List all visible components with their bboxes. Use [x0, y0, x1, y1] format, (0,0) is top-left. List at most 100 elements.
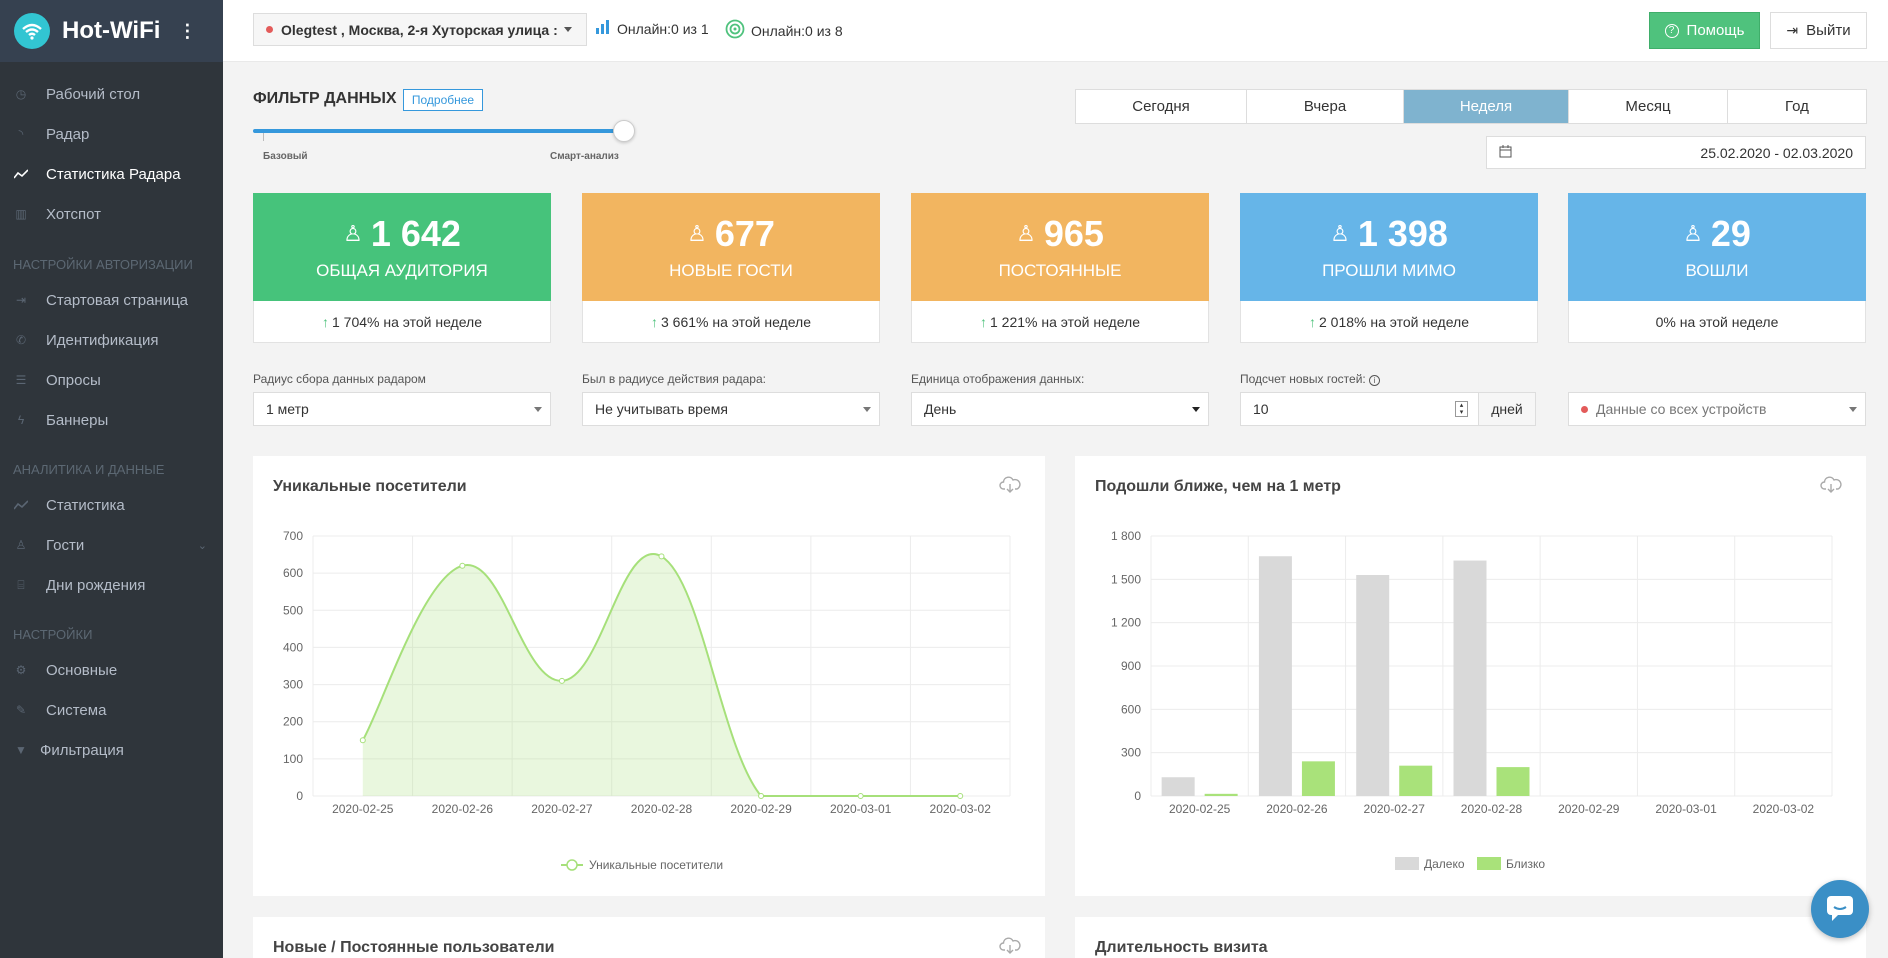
chat-button[interactable] — [1811, 880, 1869, 938]
unit-select[interactable]: День — [911, 392, 1209, 426]
panel-visit-duration: Длительность визита — [1075, 917, 1866, 958]
arrow-up-icon: ↑ — [321, 313, 329, 330]
data-point — [459, 562, 466, 569]
legend-label: Близко — [1506, 857, 1545, 871]
x-tick-label: 2020-03-01 — [830, 802, 892, 816]
sidebar-item-dashboard[interactable]: ◷ Рабочий стол — [0, 81, 223, 107]
data-point — [857, 793, 864, 799]
sidebar-item-filtering[interactable]: ▼ Фильтрация — [0, 737, 223, 763]
sidebar-item-radar[interactable]: ◝ Радар — [0, 121, 223, 147]
time-label: Был в радиусе действия радара: — [582, 372, 766, 386]
tab-year[interactable]: Год — [1785, 98, 1809, 115]
stat-card-header: ♙ 1 398 ПРОШЛИ МИМО — [1240, 193, 1538, 301]
tab-week[interactable]: Неделя — [1404, 90, 1569, 123]
slider-handle[interactable] — [613, 120, 635, 142]
sidebar-item-polls[interactable]: ☰ Опросы — [0, 367, 223, 393]
logo[interactable]: Hot-WiFi ⋮ — [0, 0, 223, 62]
stat-value: 965 — [1043, 213, 1104, 254]
devices-value: Данные со всех устройств — [1596, 401, 1767, 417]
stat-change: 1 704% на этой неделе — [331, 313, 483, 330]
sidebar-item-identification[interactable]: ✆ Идентификация — [0, 327, 223, 353]
slider-tick — [263, 133, 264, 141]
x-tick-label: 2020-02-29 — [730, 802, 792, 816]
x-tick-label: 2020-03-02 — [930, 802, 992, 816]
panel-title: Длительность визита — [1095, 939, 1268, 956]
x-tick-label: 2020-03-01 — [1655, 802, 1717, 816]
bar-far — [1356, 575, 1390, 796]
slider-min-label: Базовый — [263, 151, 308, 162]
stat-change: 1 221% на этой неделе — [989, 313, 1141, 330]
bar-far — [1161, 777, 1195, 796]
arrow-up-icon: ↑ — [979, 313, 987, 330]
sidebar-item-banners[interactable]: ϟ Баннеры — [0, 407, 223, 433]
caret-icon — [1849, 407, 1857, 412]
stat-label: НОВЫЕ ГОСТИ — [669, 261, 793, 280]
filter-title: ФИЛЬТР ДАННЫХ — [253, 90, 397, 107]
tab-month[interactable]: Месяц — [1569, 90, 1728, 123]
sidebar-item-start-page[interactable]: ⇥ Стартовая страница — [0, 287, 223, 313]
new-guests-label-text: Подсчет новых гостей: — [1240, 372, 1366, 386]
x-tick-label: 2020-02-25 — [1169, 802, 1231, 816]
bar-near — [1399, 765, 1433, 796]
sidebar-item-statistics[interactable]: Статистика — [0, 492, 223, 518]
cloud-download-icon[interactable] — [1820, 476, 1842, 494]
y-tick-label: 1 800 — [1111, 529, 1141, 543]
calendar-icon — [1499, 144, 1512, 161]
stat-footer: ↑ 1 221% на этой неделе — [911, 301, 1209, 343]
y-tick-label: 1 200 — [1111, 616, 1141, 630]
users-icon: ♙ — [15, 538, 27, 552]
y-tick-label: 900 — [1121, 659, 1141, 673]
new-guests-input[interactable]: 10 ▴ ▾ — [1240, 392, 1479, 426]
info-icon: i — [1369, 375, 1381, 386]
date-range-picker[interactable]: 25.02.2020 - 02.03.2020 — [1486, 136, 1866, 169]
tab-yesterday[interactable]: Вчера — [1247, 90, 1404, 123]
devices-select[interactable]: Данные со всех устройств — [1568, 392, 1866, 426]
cloud-download-icon[interactable] — [999, 937, 1021, 955]
stepper-icon[interactable]: ▴ ▾ — [1455, 401, 1468, 417]
time-select[interactable]: Не учитывать время — [582, 392, 880, 426]
online-status-2: Онлайн:0 из 8 — [725, 19, 843, 42]
sidebar-item-label: Основные — [46, 661, 118, 679]
sidebar-item-hotspot[interactable]: ▥ Хотспот — [0, 201, 223, 227]
stat-label: ОБЩАЯ АУДИТОРИЯ — [316, 261, 488, 280]
wifi-icon — [14, 13, 50, 49]
slider-track[interactable] — [253, 129, 625, 133]
sidebar-item-system[interactable]: ✎ Система — [0, 697, 223, 723]
topbar: Olegtest , Москва, 2-я Хуторская улица :… — [223, 0, 1888, 62]
chart-line-icon — [13, 497, 29, 513]
user-icon: ♙ — [1683, 221, 1703, 246]
sidebar-item-label: Гости — [46, 536, 85, 554]
radius-select[interactable]: 1 метр — [253, 392, 551, 426]
stat-card-audience: ♙ 1 642 ОБЩАЯ АУДИТОРИЯ ↑ 1 704% на этой н… — [253, 193, 551, 343]
section-settings: Настройки — [13, 627, 93, 642]
cloud-download-icon[interactable] — [999, 476, 1021, 494]
tab-today[interactable]: Сегодня — [1076, 90, 1247, 123]
logout-label: Выйти — [1806, 22, 1851, 39]
signal-bars-icon — [595, 19, 611, 38]
sidebar-item-general[interactable]: ⚙ Основные — [0, 657, 223, 683]
chart-line-icon — [13, 166, 29, 182]
sidebar-item-guests[interactable]: ♙ Гости ⌄ — [0, 532, 223, 558]
data-point — [558, 677, 565, 684]
sidebar-item-birthdays[interactable]: ⌸ Дни рождения — [0, 572, 223, 598]
stat-value: 1 398 — [1357, 213, 1448, 254]
bar-far — [1258, 556, 1292, 796]
app-title: Hot-WiFi — [62, 17, 161, 44]
sidebar-item-radar-stats[interactable]: Статистика Радара — [0, 161, 223, 187]
y-tick-label: 500 — [283, 603, 303, 617]
menu-kebab-icon[interactable]: ⋮ — [178, 20, 196, 41]
more-button[interactable]: Подробнее — [403, 89, 483, 111]
question-icon: ? — [1664, 23, 1679, 38]
status-dot — [1581, 405, 1588, 413]
sidebar-item-label: Идентификация — [46, 331, 159, 349]
data-point — [758, 793, 765, 799]
location-select[interactable]: Olegtest , Москва, 2-я Хуторская улица : — [253, 13, 587, 46]
dashboard-icon: ◷ — [15, 87, 27, 101]
online-text-2: Онлайн:0 из 8 — [751, 22, 843, 39]
series-area — [362, 553, 961, 796]
help-button[interactable]: ? Помощь — [1649, 12, 1760, 49]
sidebar-item-label: Статистика — [46, 496, 125, 514]
logout-button[interactable]: ⇥ Выйти — [1770, 12, 1867, 49]
caret-icon — [534, 407, 542, 412]
bar-near — [1204, 793, 1238, 796]
